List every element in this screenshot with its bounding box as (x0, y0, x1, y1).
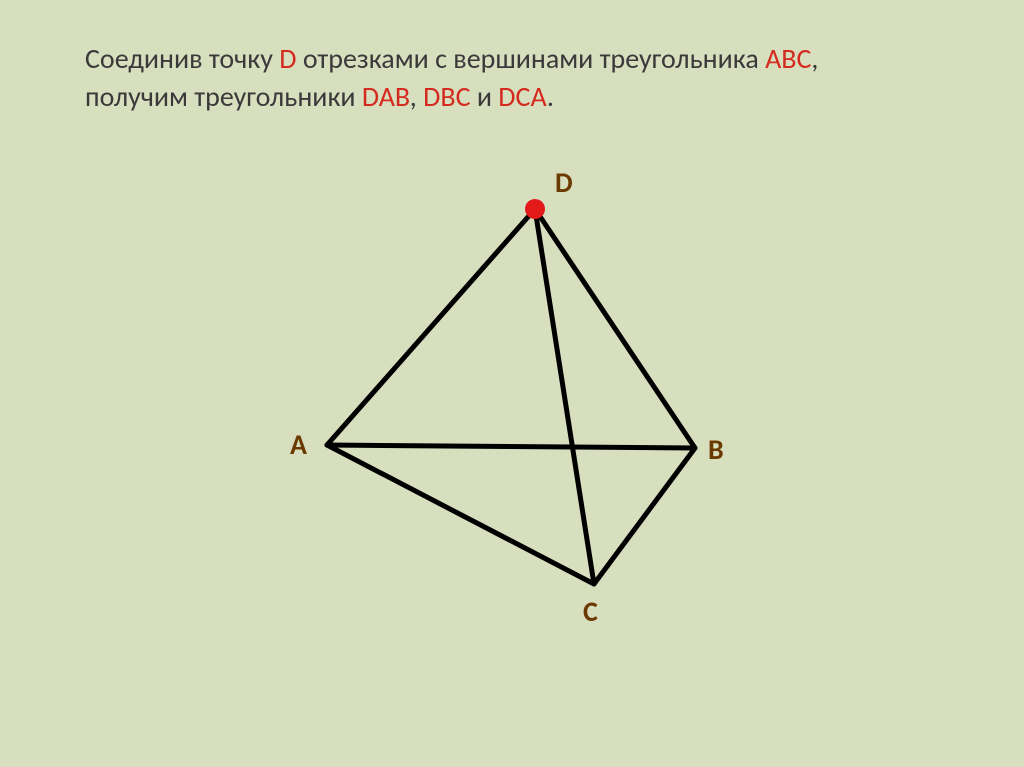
tetrahedron-diagram (0, 0, 1024, 767)
edge-BC (594, 448, 695, 584)
edge-AB (327, 445, 695, 448)
edge-DB (535, 209, 695, 448)
vertex-label-A: A (290, 427, 307, 462)
slide: Соединив точку D отрезками с вершинами т… (0, 0, 1024, 767)
edge-DA (327, 209, 535, 445)
edge-DC (535, 209, 594, 584)
edge-AC (327, 445, 594, 584)
vertex-label-D: D (555, 165, 573, 200)
vertex-label-C: C (583, 594, 598, 629)
vertex-label-B: B (708, 432, 724, 467)
vertex-point-D (525, 199, 545, 219)
